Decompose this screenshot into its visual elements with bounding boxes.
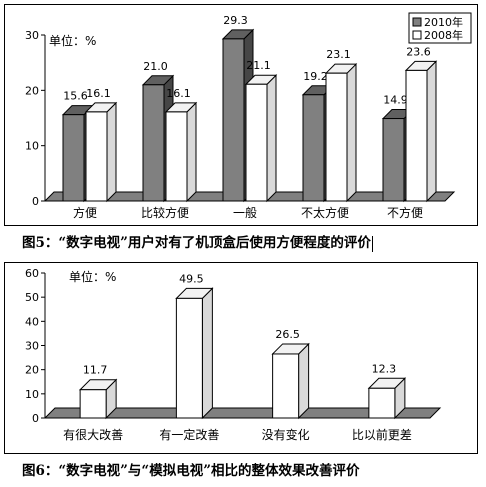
data-label: 23.1 <box>326 48 351 61</box>
bar <box>405 69 428 202</box>
category-label: 比以前更差 <box>352 427 412 442</box>
data-label: 23.6 <box>406 45 431 58</box>
bar-side <box>266 74 277 203</box>
y-tick-label: 20 <box>25 364 39 377</box>
data-label: 29.3 <box>223 14 248 27</box>
floor-plane <box>43 407 442 419</box>
bar <box>62 114 85 202</box>
data-label: 11.7 <box>83 364 108 377</box>
data-label: 15.6 <box>63 90 88 103</box>
category-label: 有一定改善 <box>159 427 219 442</box>
figure5-caption-text: 图5：“数字电视”用户对有了机顶盒后使用方便程度的评价 <box>22 235 371 251</box>
legend-swatch <box>412 30 422 40</box>
y-tick-label: 0 <box>32 412 39 425</box>
bar <box>245 83 268 202</box>
legend-label: 2008年 <box>424 28 463 42</box>
category-label: 方便 <box>73 205 97 220</box>
legend-label: 2010年 <box>424 15 463 29</box>
bar <box>382 118 405 202</box>
y-tick-label: 60 <box>25 267 39 280</box>
y-tick-label: 10 <box>25 388 39 401</box>
category-label: 一般 <box>233 205 257 220</box>
y-tick-label: 0 <box>32 195 39 208</box>
bar <box>325 72 348 202</box>
category-label: 没有变化 <box>262 427 310 442</box>
bar <box>302 94 325 202</box>
bar-side <box>346 62 357 203</box>
y-tick-label: 10 <box>25 140 39 153</box>
category-label: 不太方便 <box>301 205 349 220</box>
data-label: 49.5 <box>179 272 204 285</box>
legend-swatch <box>412 17 422 27</box>
y-tick-label: 50 <box>25 291 39 304</box>
y-tick-label: 20 <box>25 84 39 97</box>
data-label: 12.3 <box>372 362 397 375</box>
bar-side <box>106 101 117 203</box>
y-tick-label: 40 <box>25 315 39 328</box>
y-tick-label: 30 <box>25 29 39 42</box>
chart-panel-improvement: 0 10 20 30 40 50 60 单位：% 11.7 有很大改善 49.5 有一定改善 26.5 没… <box>4 262 478 454</box>
bar <box>272 353 300 419</box>
bar <box>165 111 188 202</box>
category-label: 不方便 <box>387 205 423 220</box>
data-label: 26.5 <box>275 328 300 341</box>
data-label: 21.0 <box>143 60 168 73</box>
unit-label: 单位：% <box>69 269 116 284</box>
bar <box>79 389 107 419</box>
bar-side <box>298 342 310 420</box>
y-tick-label: 30 <box>25 340 39 353</box>
bar-side <box>201 287 213 420</box>
data-label: 16.1 <box>166 87 191 100</box>
bar <box>368 387 396 419</box>
text-cursor <box>371 235 373 252</box>
bar <box>142 84 165 202</box>
unit-label: 单位：% <box>49 33 96 48</box>
bar-side <box>426 60 437 203</box>
chart-panel-convenience: 0 10 20 30 单位：% 15.6 16.1 方便 21.0 16.1 比较方便 29.3 21.… <box>4 4 478 226</box>
bar <box>222 38 245 202</box>
data-label: 19.2 <box>303 70 328 83</box>
data-label: 16.1 <box>86 87 111 100</box>
category-label: 有很大改善 <box>63 427 123 442</box>
bar <box>175 297 203 419</box>
improvement-bar-chart: 0 10 20 30 40 50 60 单位：% 11.7 有很大改善 49.5 有一定改善 26.5 没… <box>25 267 442 442</box>
bar <box>85 111 108 202</box>
bar-side <box>186 101 197 203</box>
category-label: 比较方便 <box>141 205 189 220</box>
figure5-caption: 图5：“数字电视”用户对有了机顶盒后使用方便程度的评价 <box>22 231 373 252</box>
data-label: 14.9 <box>383 94 408 107</box>
figure6-caption: 图6：“数字电视”与“模拟电视”相比的整体效果改善评价 <box>22 463 360 479</box>
data-label: 21.1 <box>246 59 271 72</box>
